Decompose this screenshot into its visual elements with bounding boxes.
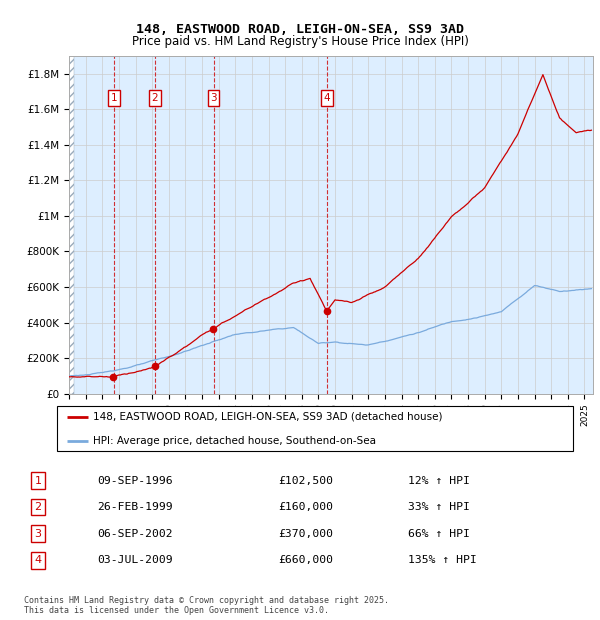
Text: Contains HM Land Registry data © Crown copyright and database right 2025.
This d: Contains HM Land Registry data © Crown c… xyxy=(24,596,389,615)
Text: 26-FEB-1999: 26-FEB-1999 xyxy=(97,502,173,512)
Text: 3: 3 xyxy=(210,93,217,103)
Text: 12% ↑ HPI: 12% ↑ HPI xyxy=(407,476,469,485)
Text: £370,000: £370,000 xyxy=(278,529,333,539)
Text: 4: 4 xyxy=(323,93,330,103)
Text: 03-JUL-2009: 03-JUL-2009 xyxy=(97,556,173,565)
Text: 09-SEP-1996: 09-SEP-1996 xyxy=(97,476,173,485)
Text: 135% ↑ HPI: 135% ↑ HPI xyxy=(407,556,476,565)
Text: 06-SEP-2002: 06-SEP-2002 xyxy=(97,529,173,539)
Text: HPI: Average price, detached house, Southend-on-Sea: HPI: Average price, detached house, Sout… xyxy=(93,436,376,446)
Bar xyxy=(69,56,327,394)
Text: 1: 1 xyxy=(110,93,117,103)
Text: 148, EASTWOOD ROAD, LEIGH-ON-SEA, SS9 3AD: 148, EASTWOOD ROAD, LEIGH-ON-SEA, SS9 3A… xyxy=(136,23,464,35)
Text: 148, EASTWOOD ROAD, LEIGH-ON-SEA, SS9 3AD (detached house): 148, EASTWOOD ROAD, LEIGH-ON-SEA, SS9 3A… xyxy=(93,412,443,422)
Text: 2: 2 xyxy=(151,93,158,103)
Text: 1: 1 xyxy=(35,476,41,485)
Text: 2: 2 xyxy=(35,502,41,512)
Text: £102,500: £102,500 xyxy=(278,476,333,485)
Text: 3: 3 xyxy=(35,529,41,539)
Text: 66% ↑ HPI: 66% ↑ HPI xyxy=(407,529,469,539)
Text: Price paid vs. HM Land Registry's House Price Index (HPI): Price paid vs. HM Land Registry's House … xyxy=(131,35,469,48)
Text: £160,000: £160,000 xyxy=(278,502,333,512)
Text: 4: 4 xyxy=(35,556,41,565)
Text: 33% ↑ HPI: 33% ↑ HPI xyxy=(407,502,469,512)
FancyBboxPatch shape xyxy=(56,405,574,451)
Text: £660,000: £660,000 xyxy=(278,556,333,565)
